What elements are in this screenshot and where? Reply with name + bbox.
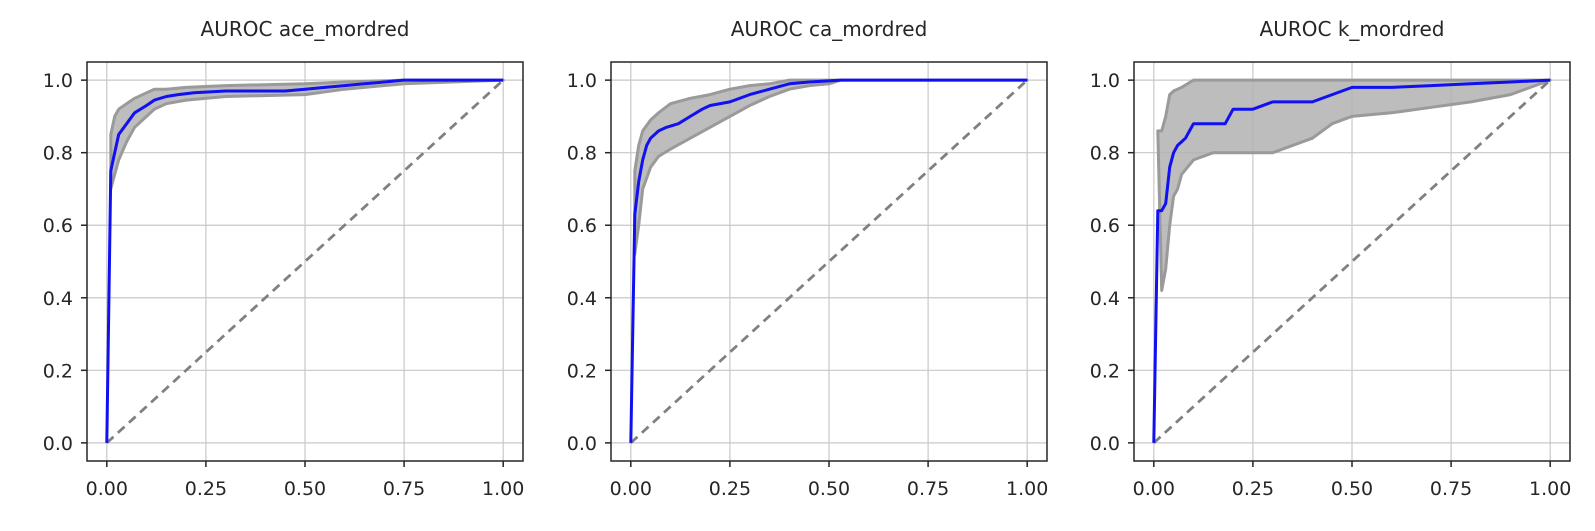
- x-tick-label: 0.50: [1331, 478, 1373, 500]
- panel-title: AUROC ace_mordred: [201, 17, 410, 41]
- roc-confidence-band: [1156, 78, 1552, 292]
- y-tick-label: 0.0: [43, 433, 73, 455]
- x-tick-label: 0.50: [808, 478, 850, 500]
- roc-confidence-band: [633, 78, 1029, 256]
- mean-roc-line: [629, 78, 1028, 443]
- y-tick-label: 0.6: [43, 215, 73, 237]
- x-tick-label: 0.00: [610, 478, 652, 500]
- roc-confidence-band: [109, 78, 505, 191]
- panel-title: AUROC ca_mordred: [731, 17, 928, 41]
- y-tick-label: 0.4: [1090, 288, 1120, 310]
- y-tick-label: 0.4: [567, 288, 597, 310]
- x-tick-label: 0.75: [383, 478, 425, 500]
- y-tick-label: 0.0: [1090, 433, 1120, 455]
- y-tick-label: 0.8: [43, 143, 73, 165]
- y-tick-label: 0.2: [43, 360, 73, 382]
- x-tick-label: 1.00: [482, 478, 524, 500]
- roc-panel-2: AUROC ca_mordred 0.00 0.25 0.50 0.75 1.00 0.0 0…: [567, 17, 1049, 500]
- x-tick-label: 0.25: [709, 478, 751, 500]
- x-tick-label: 0.75: [1430, 478, 1472, 500]
- y-tick-label: 1.0: [43, 70, 73, 92]
- y-tick-label: 0.6: [1090, 215, 1120, 237]
- x-tick-label: 0.50: [284, 478, 326, 500]
- y-tick-label: 0.0: [567, 433, 597, 455]
- mean-roc-line: [105, 78, 504, 443]
- y-tick-label: 0.2: [1090, 360, 1120, 382]
- x-tick-label: 0.00: [86, 478, 128, 500]
- roc-panel-3: AUROC k_mordred 0.00 0.25 0.50 0.75 1.00 0.0 0.…: [1090, 17, 1572, 500]
- x-tick-label: 1.00: [1006, 478, 1048, 500]
- y-tick-label: 0.2: [567, 360, 597, 382]
- panel-title: AUROC k_mordred: [1260, 17, 1445, 41]
- roc-panel-1: AUROC ace_mordred 0.00 0.25 0.50 0.75 1.00 0.0…: [43, 17, 525, 500]
- x-tick-label: 0.00: [1133, 478, 1175, 500]
- mean-roc-line: [1152, 78, 1551, 443]
- y-tick-label: 1.0: [567, 70, 597, 92]
- y-tick-label: 0.4: [43, 288, 73, 310]
- x-tick-label: 0.75: [907, 478, 949, 500]
- y-tick-label: 0.8: [1090, 143, 1120, 165]
- x-tick-label: 0.25: [185, 478, 227, 500]
- y-tick-label: 0.8: [567, 143, 597, 165]
- x-tick-label: 1.00: [1529, 478, 1571, 500]
- x-tick-label: 0.25: [1232, 478, 1274, 500]
- y-tick-label: 0.6: [567, 215, 597, 237]
- y-tick-label: 1.0: [1090, 70, 1120, 92]
